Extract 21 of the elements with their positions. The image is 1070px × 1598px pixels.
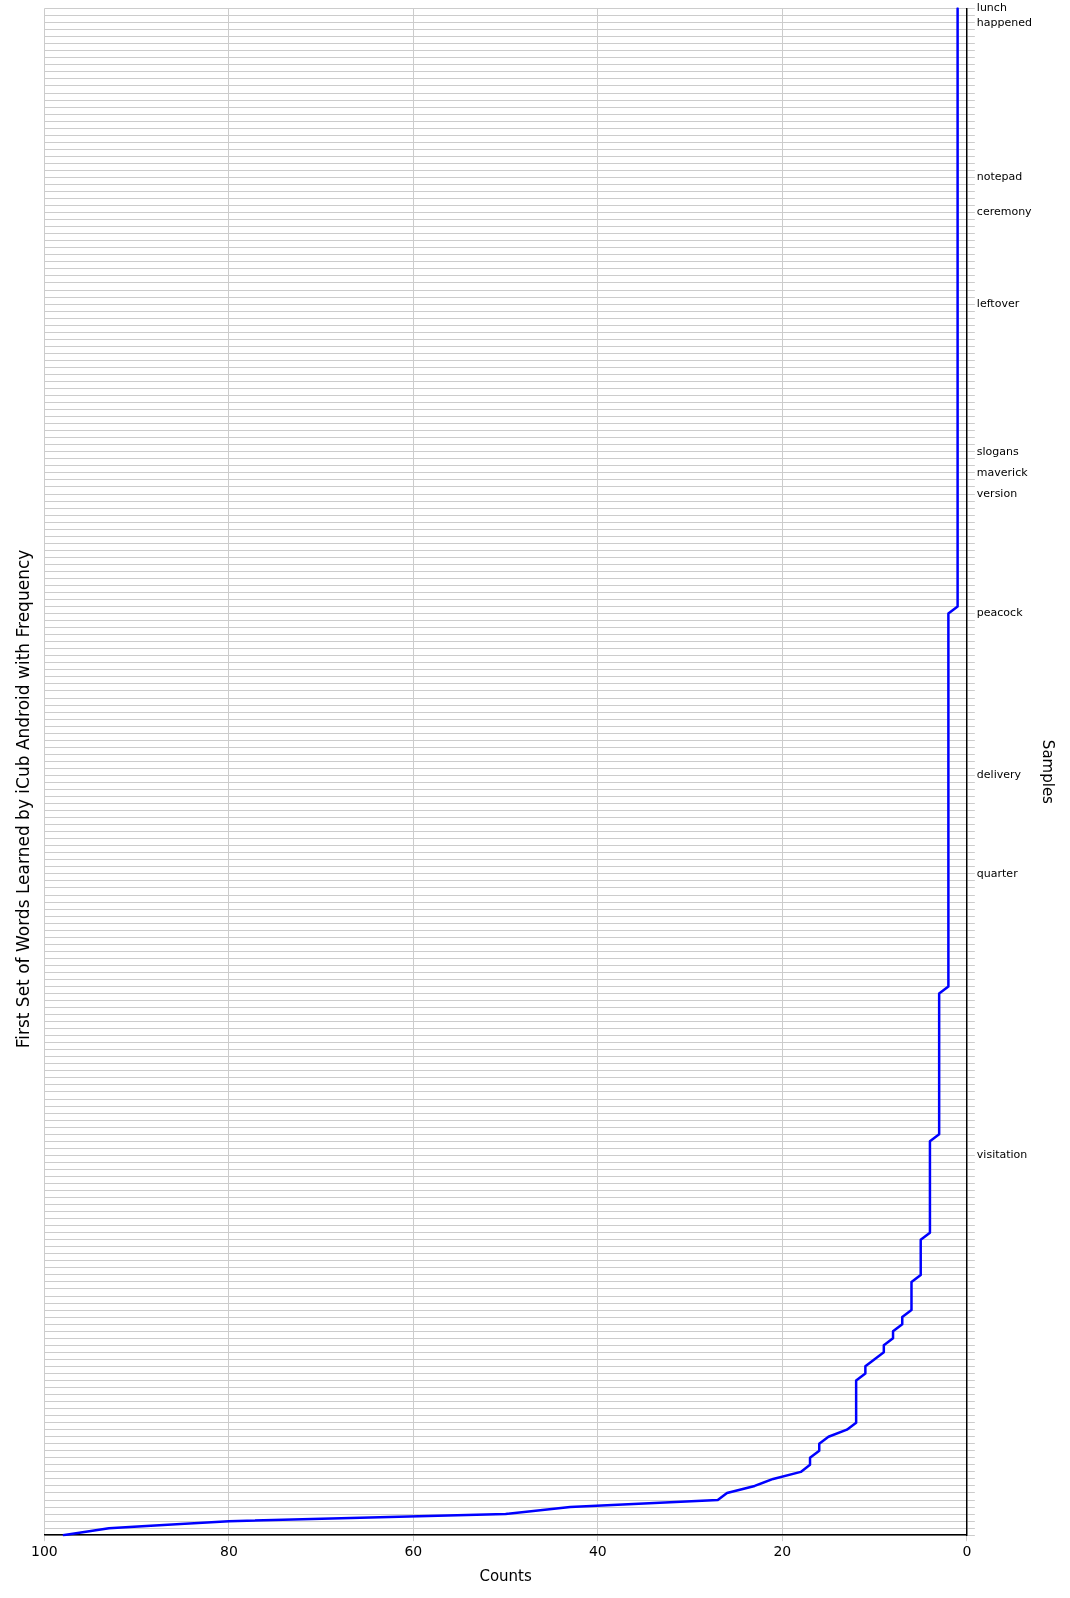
y-tick-label: delivery <box>976 768 1022 782</box>
y-tick-label: quarter <box>976 866 1019 880</box>
y-tick-label: peacock <box>976 606 1024 620</box>
y-tick-label: slogans <box>976 444 1020 458</box>
x-tick-label: 0 <box>962 1543 972 1560</box>
y-tick-label: visitation <box>976 1148 1028 1162</box>
x-tick-label: 40 <box>588 1543 607 1560</box>
x-tick-label: 100 <box>31 1543 58 1560</box>
x-tick-label: 20 <box>773 1543 792 1560</box>
y-tick-label: maverick <box>976 465 1029 479</box>
text: First Set of Words Learned by iCub Android with Frequency <box>12 549 33 1049</box>
x-tick-label: 80 <box>219 1543 238 1560</box>
x-tick-label: 60 <box>404 1543 423 1560</box>
y-tick-label: notepad <box>976 170 1023 184</box>
y-tick-label: leftover <box>976 296 1020 310</box>
y-tick-label: ceremony <box>976 205 1033 219</box>
y-tick-label: happened <box>976 15 1033 29</box>
y-tick-label: lunch <box>976 1 1007 15</box>
x-axis-title: Counts <box>479 1566 532 1585</box>
y-tick-label: version <box>976 486 1018 500</box>
y-axis-title: Samples <box>1039 739 1058 805</box>
